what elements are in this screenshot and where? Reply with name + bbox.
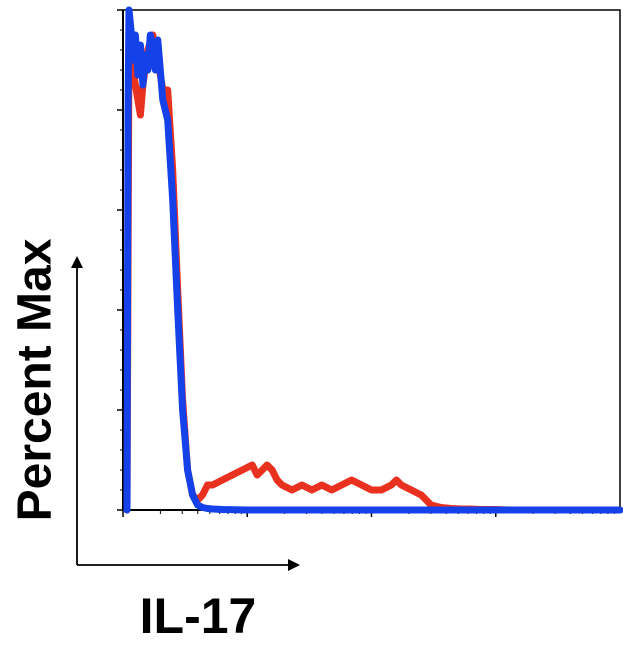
plot-frame	[122, 9, 621, 511]
y-ticks	[117, 9, 123, 511]
series-line-2	[123, 6, 623, 514]
x-axis-label: IL-17	[140, 588, 257, 644]
y-axis-label: Percent Max	[9, 238, 62, 521]
series-layer	[123, 6, 623, 514]
